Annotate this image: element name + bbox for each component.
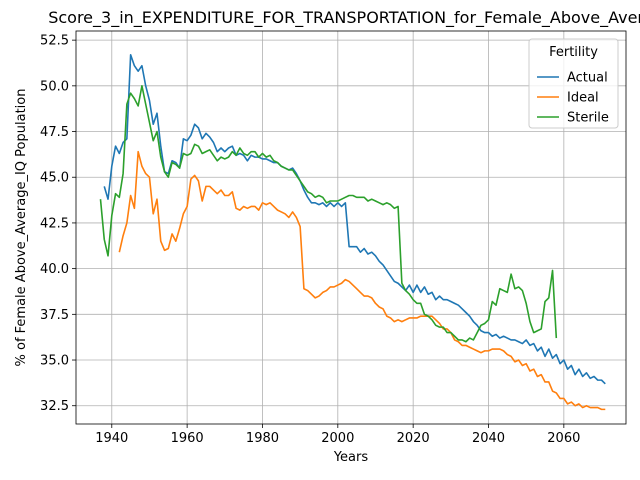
legend-items: Actual Ideal Sterile xyxy=(537,71,609,126)
series-line-actual xyxy=(103,53,606,385)
y-tick-label: 32.5 xyxy=(40,399,69,414)
legend-label-actual: Actual xyxy=(567,71,608,86)
y-tick-label: 40.0 xyxy=(40,262,69,277)
x-tick-label: 2020 xyxy=(397,431,430,446)
legend-label-ideal: Ideal xyxy=(567,91,599,106)
x-tick-label: 2060 xyxy=(547,431,580,446)
legend-box xyxy=(528,38,619,129)
x-tick-label: 1980 xyxy=(246,431,279,446)
legend-label-sterile: Sterile xyxy=(567,111,609,126)
y-tick-label: 37.5 xyxy=(40,308,69,323)
y-axis-title: % of Female Above_Average_IQ Population xyxy=(14,89,29,367)
x-tick-label: 2000 xyxy=(321,431,354,446)
y-tick-label: 52.5 xyxy=(40,34,69,49)
chart-title: Score_3_in_EXPENDITURE_FOR_TRANSPORTATIO… xyxy=(48,8,640,28)
y-tick-label: 42.5 xyxy=(40,216,69,231)
legend: Fertility Actual Ideal Sterile xyxy=(528,38,619,129)
series-lines xyxy=(99,53,606,411)
y-tick-label: 47.5 xyxy=(40,125,69,140)
x-tick-label: 1960 xyxy=(171,431,204,446)
plot-area-frame xyxy=(75,30,627,425)
x-tick-label: 1940 xyxy=(95,431,128,446)
grid-lines xyxy=(76,31,626,424)
x-axis-title: Years xyxy=(333,450,369,465)
y-tick-label: 45.0 xyxy=(40,171,69,186)
y-tick-label: 35.0 xyxy=(40,354,69,369)
x-tick-label: 2040 xyxy=(472,431,505,446)
y-tick-label: 50.0 xyxy=(40,79,69,94)
series-line-sterile xyxy=(99,85,558,343)
legend-title: Fertility xyxy=(549,45,598,60)
series-line-ideal xyxy=(118,150,606,411)
axis-ticks: 1940 1960 1980 2000 2020 2040 2060 32.5 35.0 37.5… xyxy=(40,34,580,446)
